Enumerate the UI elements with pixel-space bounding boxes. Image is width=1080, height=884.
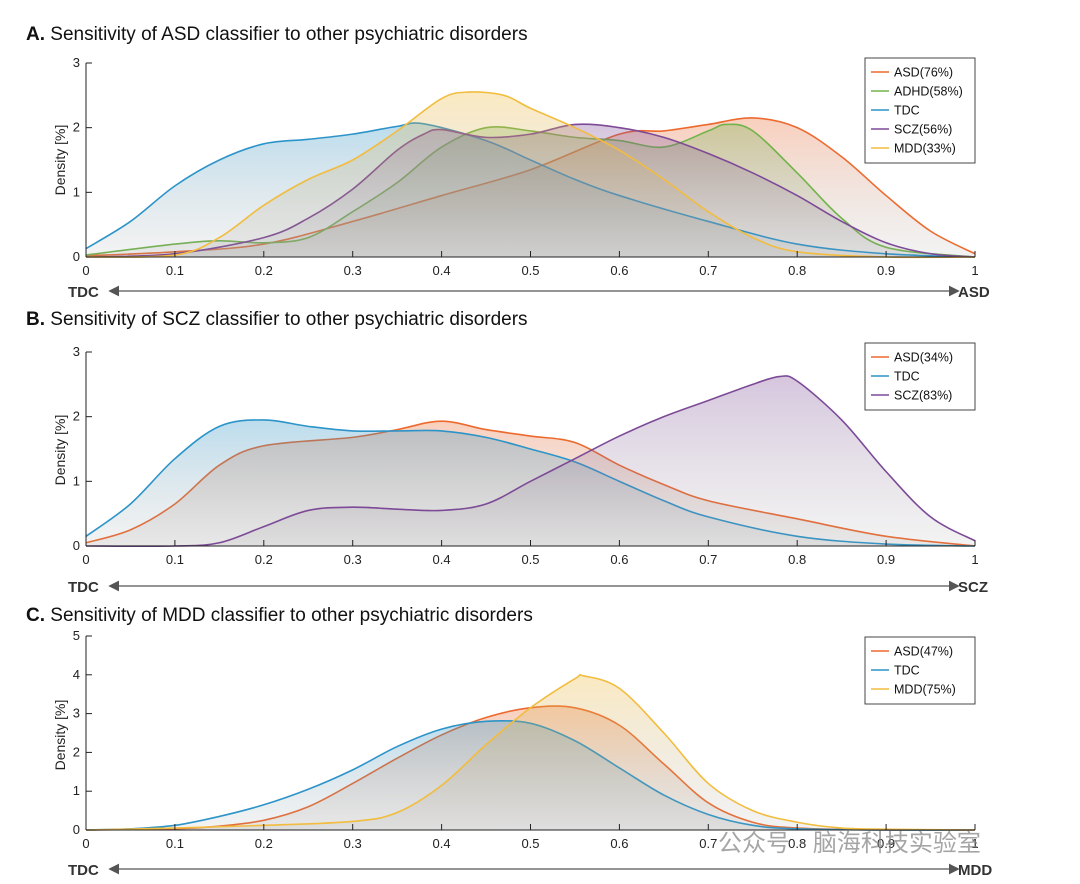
- panel-b-xtick-label: 0.4: [433, 552, 451, 567]
- panel-c-xtick-label: 0: [82, 836, 89, 851]
- panel-a-legend-label-asd: ASD(76%): [894, 66, 953, 80]
- panel-b-xtick-label: 0.2: [255, 552, 273, 567]
- panel-b-xtick-label: 0.6: [610, 552, 628, 567]
- panel-c-xtick-label: 0.3: [344, 836, 362, 851]
- panel-c-legend-label-tdc: TDC: [894, 664, 920, 678]
- panel-c-xtick-label: 0.2: [255, 836, 273, 851]
- panel-b-ytick-label: 1: [73, 473, 80, 488]
- panel-a-xtick-label: 0.8: [788, 263, 806, 278]
- panel-a-ytick-label: 2: [73, 120, 80, 135]
- panel-a-line-mdd: [85, 91, 976, 259]
- panel-a-xtick-label: 0.3: [344, 263, 362, 278]
- panel-b-xtick-label: 1: [971, 552, 978, 567]
- panel-b-xtick-label: 0.1: [166, 552, 184, 567]
- panel-c-plot: 0 1 2 3 4 5 0 0.1 0.2 0.3 0.4 0.5 0.6 0.7 0.8 0.9 1 ASD(4…: [73, 628, 979, 875]
- panel-b-xtick-label: 0.5: [521, 552, 539, 567]
- panel-c-right-label: MDD: [958, 862, 992, 879]
- panel-b-xtick-label: 0.7: [699, 552, 717, 567]
- panel-b-area-scz: [86, 375, 975, 547]
- panel-b-ytick-label: 2: [73, 409, 80, 424]
- panel-b-ytick-label: 0: [73, 538, 80, 553]
- panel-b-ytick-label: 3: [73, 344, 80, 359]
- panel-c-area-mdd: [86, 674, 975, 830]
- panel-b-right-label: SCZ: [958, 579, 988, 596]
- panel-b-ylabel: Density [%]: [52, 415, 68, 486]
- panel-c-xtick-label: 0.6: [610, 836, 628, 851]
- panel-c-legend: ASD(47%) TDC MDD(75%): [864, 636, 976, 705]
- panel-c-ytick-label: 3: [73, 706, 80, 721]
- panel-b-line-scz: [85, 375, 976, 548]
- panel-b-xtick-label: 0.3: [344, 552, 362, 567]
- panel-a-legend-label-scz: SCZ(56%): [894, 123, 952, 137]
- panel-c-xtick-label: 0.4: [433, 836, 451, 851]
- panel-c-legend-label-mdd: MDD(75%): [894, 683, 956, 697]
- panel-b-legend: ASD(34%) TDC SCZ(83%): [864, 342, 976, 411]
- panel-a-xtick-label: 0.2: [255, 263, 273, 278]
- panel-c-xtick-label: 0.5: [521, 836, 539, 851]
- panel-b-title: Sensitivity of SCZ classifier to other p…: [50, 309, 527, 330]
- panel-c-xtick-label: 0.7: [699, 836, 717, 851]
- panel-b-legend-label-scz: SCZ(83%): [894, 389, 952, 403]
- panel-b-legend-label-tdc: TDC: [894, 370, 920, 384]
- panel-a-title: Sensitivity of ASD classifier to other p…: [50, 24, 527, 45]
- panel-c-ytick-label: 4: [73, 667, 80, 682]
- panel-b-left-label: TDC: [68, 579, 99, 596]
- watermark-text: 公众号 · 脑海科技实验室: [718, 829, 981, 857]
- panel-a-ytick-label: 0: [73, 249, 80, 264]
- panel-a-area-mdd: [86, 91, 975, 258]
- panel-a-xtick-label: 0.9: [877, 263, 895, 278]
- panel-a-xtick-label: 0.6: [610, 263, 628, 278]
- panel-a-legend-label-mdd: MDD(33%): [894, 142, 956, 156]
- panel-c-xtick-label: 1: [971, 836, 978, 851]
- panel-b-plot: 0 1 2 3 0 0.1 0.2 0.3 0.4 0.5 0.6 0.7 0.8 0.9 1 ASD(34%…: [73, 342, 979, 592]
- panel-c-ylabel: Density [%]: [52, 700, 68, 771]
- panel-a-xtick-label: 0.7: [699, 263, 717, 278]
- panel-c-left-label: TDC: [68, 862, 99, 879]
- panel-c-xtick-label: 0.9: [877, 836, 895, 851]
- panel-a-xtick-label: 0: [82, 263, 89, 278]
- panel-a-left-label: TDC: [68, 284, 99, 301]
- panel-a-xtick-label: 0.5: [521, 263, 539, 278]
- panel-b-legend-label-asd: ASD(34%): [894, 351, 953, 365]
- panel-c-ytick-label: 2: [73, 744, 80, 759]
- panel-c-xtick-label: 0.1: [166, 836, 184, 851]
- panel-c-title-line: C. Sensitivity of MDD classifier to othe…: [26, 605, 533, 626]
- panel-b-xtick-label: 0: [82, 552, 89, 567]
- panel-c-line-mdd: [85, 673, 976, 831]
- panel-c-letter: C.: [26, 605, 45, 626]
- panel-a-ytick-label: 1: [73, 184, 80, 199]
- panel-a-ytick-label: 3: [73, 55, 80, 70]
- panel-b-xtick-label: 0.8: [788, 552, 806, 567]
- panel-a-xtick-label: 0.1: [166, 263, 184, 278]
- panel-a-ylabel: Density [%]: [52, 125, 68, 196]
- panel-c-xtick-label: 0.8: [788, 836, 806, 851]
- panel-c-title: Sensitivity of MDD classifier to other p…: [50, 605, 533, 626]
- panel-c-ytick-label: 0: [73, 822, 80, 837]
- panel-c-ytick-label: 5: [73, 628, 80, 643]
- panel-a-letter: A.: [26, 24, 45, 45]
- panel-c-ytick-label: 1: [73, 783, 80, 798]
- panel-a-legend-label-adhd: ADHD(58%): [894, 85, 963, 99]
- panel-a-title-line: A. Sensitivity of ASD classifier to othe…: [26, 24, 528, 45]
- panel-a-xtick-label: 1: [971, 263, 978, 278]
- panel-a-plot: 0 1 2 3 0 0.1 0.2 0.3 0.4 0.5 0.6 0.7 0.8 0.9 1 ASD(76%…: [73, 55, 979, 297]
- panel-a-xtick-label: 0.4: [433, 263, 451, 278]
- panel-c-legend-label-asd: ASD(47%): [894, 645, 953, 659]
- panel-a-legend-label-tdc: TDC: [894, 104, 920, 118]
- panel-a-legend: ASD(76%) ADHD(58%) TDC SCZ(56%) MDD(33%): [864, 57, 976, 164]
- panel-a-right-label: ASD: [958, 284, 990, 301]
- panel-b-xtick-label: 0.9: [877, 552, 895, 567]
- panel-b-letter: B.: [26, 309, 45, 330]
- panel-b-title-line: B. Sensitivity of SCZ classifier to othe…: [26, 309, 528, 330]
